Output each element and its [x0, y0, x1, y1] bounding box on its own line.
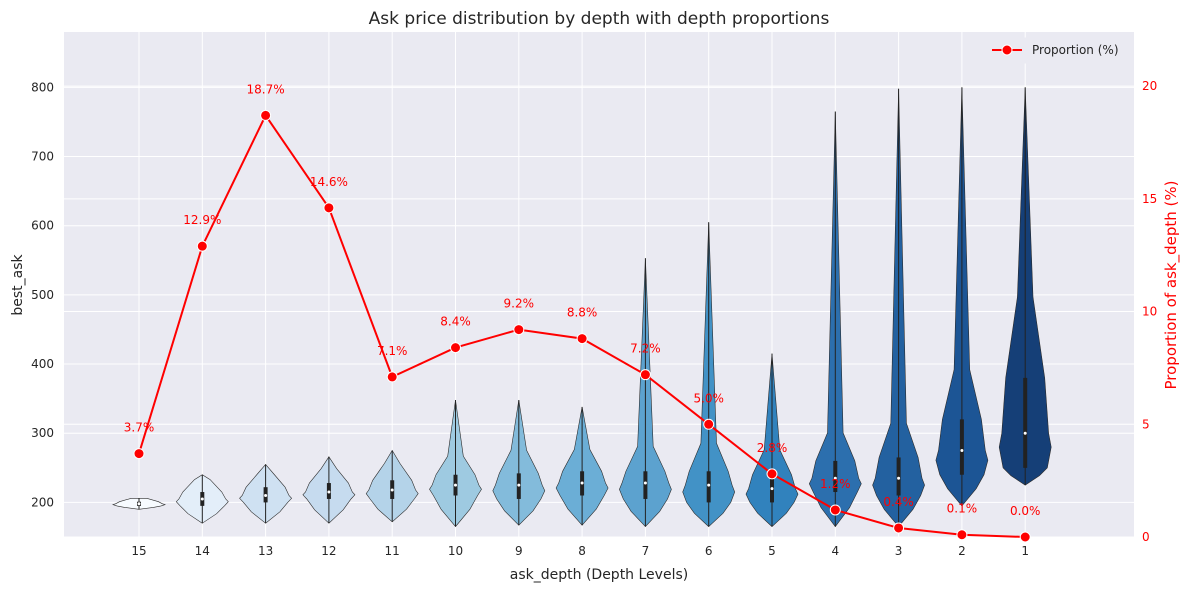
x-tick-label: 6: [705, 544, 713, 558]
proportion-point: [133, 448, 145, 460]
proportion-point: [450, 342, 461, 354]
y-right-tick-label: 5: [1142, 417, 1150, 431]
x-tick-label: 1: [1021, 544, 1029, 558]
x-tick-label: 9: [515, 544, 523, 558]
legend-label: Proportion (%): [1032, 43, 1119, 57]
violin-median-9: [517, 483, 521, 487]
y-tick-label: 800: [31, 80, 54, 94]
x-tick-label: 14: [195, 544, 210, 558]
violin-group: [112, 87, 1052, 528]
violin-median-4: [833, 476, 837, 480]
x-tick-label: 15: [131, 544, 146, 558]
proportion-point: [956, 529, 968, 541]
proportion-point: [829, 504, 841, 516]
proportion-point: [893, 522, 905, 534]
proportion-point: [703, 418, 715, 430]
proportion-data-label: 2.8%: [757, 441, 788, 455]
y-tick-label: 300: [31, 426, 54, 440]
violin-median-2: [960, 449, 964, 453]
proportion-data-label: 0.1%: [947, 502, 978, 516]
y-tick-labels: 200 300 400 500 600 700 800: [31, 80, 54, 509]
x-tick-label: 3: [895, 544, 903, 558]
proportion-data-label: 7.2%: [630, 342, 661, 356]
proportion-data-label: 7.1%: [377, 344, 408, 358]
y-right-tick-label: 15: [1142, 192, 1157, 206]
violin-median-14: [200, 497, 204, 501]
proportion-point: [323, 202, 335, 214]
legend-marker-swatch: [1001, 44, 1013, 56]
y-tick-label: 600: [31, 219, 54, 233]
y-tick-label: 200: [31, 495, 54, 509]
violin-median-1: [1023, 431, 1027, 435]
proportion-point: [196, 240, 208, 252]
y-tick-label: 400: [31, 357, 54, 371]
x-tick-label: 12: [321, 544, 336, 558]
proportion-data-label: 8.4%: [440, 315, 471, 329]
proportion-point: [513, 324, 525, 336]
x-tick-labels: 15 14 13 12 11 10 9 8 7 6 5 4 3 2 1: [131, 544, 1029, 558]
proportion-data-label: 3.7%: [124, 421, 155, 435]
y-right-tick-label: 10: [1142, 305, 1157, 319]
violin-median-15: [137, 502, 141, 506]
proportion-data-label: 1.2%: [820, 477, 851, 491]
violin-median-8: [580, 481, 584, 485]
y-axis-label: best_ask: [10, 253, 26, 315]
proportion-data-label: 12.9%: [183, 213, 221, 227]
y-tick-label: 500: [31, 288, 54, 302]
proportion-point: [1019, 531, 1031, 543]
proportion-point: [639, 369, 651, 381]
violin-median-10: [454, 483, 457, 487]
legend-box: [983, 37, 1129, 64]
y-right-tick-labels: 0 5 10 15 20: [1142, 79, 1157, 544]
x-axis-label: ask_depth (Depth Levels): [510, 567, 688, 583]
proportion-line-group: 3.7% 12.9% 18.7% 14.6% 7.1% 8.4% 9.2% 8.8% 7.2% 5…: [124, 82, 1041, 543]
violin-median-13: [264, 493, 268, 497]
proportion-data-label: 14.6%: [310, 175, 348, 189]
proportion-point: [576, 333, 588, 345]
x-tick-label: 13: [258, 544, 273, 558]
x-tick-label: 10: [448, 544, 463, 558]
y-tick-label: 700: [31, 150, 54, 164]
proportion-data-label: 0.4%: [883, 495, 914, 509]
proportion-point: [386, 371, 398, 383]
violin-median-3: [897, 476, 901, 480]
y-axis-right-label: Proportion of ask_depth (%): [1162, 181, 1181, 390]
y-right-tick-label: 20: [1142, 79, 1157, 93]
x-tick-label: 5: [768, 544, 776, 558]
violin-median-6: [707, 483, 711, 487]
proportion-data-label: 9.2%: [504, 297, 535, 311]
violin-median-5: [770, 487, 774, 491]
chart-title: Ask price distribution by depth with dep…: [369, 9, 830, 29]
violin-median-7: [643, 481, 647, 485]
x-tick-label: 4: [831, 544, 839, 558]
proportion-point: [766, 468, 778, 480]
proportion-data-label: 8.8%: [567, 306, 598, 320]
legend: Proportion (%): [983, 37, 1129, 64]
x-tick-label: 7: [642, 544, 650, 558]
proportion-point: [260, 109, 272, 121]
x-tick-label: 8: [578, 544, 586, 558]
violin-median-12: [327, 490, 331, 494]
proportion-data-label: 0.0%: [1010, 504, 1041, 518]
y-right-tick-label: 0: [1142, 530, 1150, 544]
proportion-data-label: 18.7%: [247, 82, 285, 96]
proportion-data-label: 5.0%: [693, 391, 724, 405]
violin-median-11: [390, 488, 394, 492]
x-tick-label: 2: [958, 544, 966, 558]
x-tick-label: 11: [385, 544, 400, 558]
